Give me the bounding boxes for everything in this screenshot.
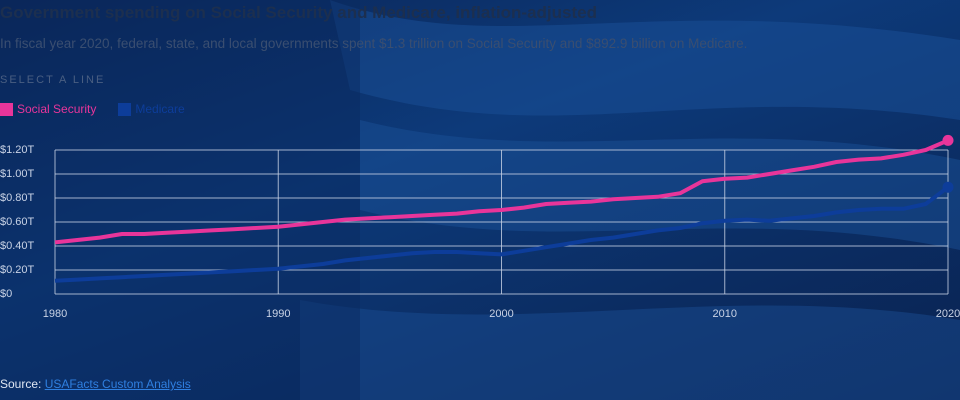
line — [54, 185, 950, 283]
y-tick-label: $0.40T — [0, 240, 35, 252]
legend-swatch — [118, 102, 132, 116]
y-tick-label: $0.60T — [0, 216, 35, 228]
x-tick-label: 2000 — [489, 308, 513, 320]
legend-label: Medicare — [135, 102, 185, 116]
source-label: Source: — [0, 377, 42, 391]
source: Source: USAFacts Custom Analysis — [0, 377, 191, 391]
y-tick-label: $1.00T — [0, 168, 35, 180]
legend-label: Social Security — [17, 102, 97, 116]
subtitle: In fiscal year 2020, federal, state, and… — [0, 36, 748, 51]
y-tick-label: $0.80T — [0, 192, 35, 204]
y-tick-label: $0 — [0, 288, 12, 300]
legend-swatch — [0, 102, 13, 116]
end-point — [942, 181, 954, 193]
x-tick-label: 2010 — [713, 308, 737, 320]
y-tick-label: $0.20T — [0, 264, 35, 276]
x-tick-label: 1980 — [43, 308, 67, 320]
select-label: SELECT A LINE — [0, 74, 106, 86]
end-point — [942, 134, 954, 146]
y-tick-label: $1.20T — [0, 144, 35, 156]
legend-item[interactable]: Medicare — [118, 102, 185, 116]
x-tick-label: 1990 — [266, 308, 290, 320]
source-link[interactable]: USAFacts Custom Analysis — [44, 377, 191, 391]
x-tick-label: 2020 — [936, 308, 960, 320]
line — [54, 138, 949, 245]
legend: Social Security Medicare — [0, 102, 185, 116]
title: Government spending on Social Security a… — [0, 3, 597, 22]
legend-item[interactable]: Social Security — [0, 102, 96, 116]
